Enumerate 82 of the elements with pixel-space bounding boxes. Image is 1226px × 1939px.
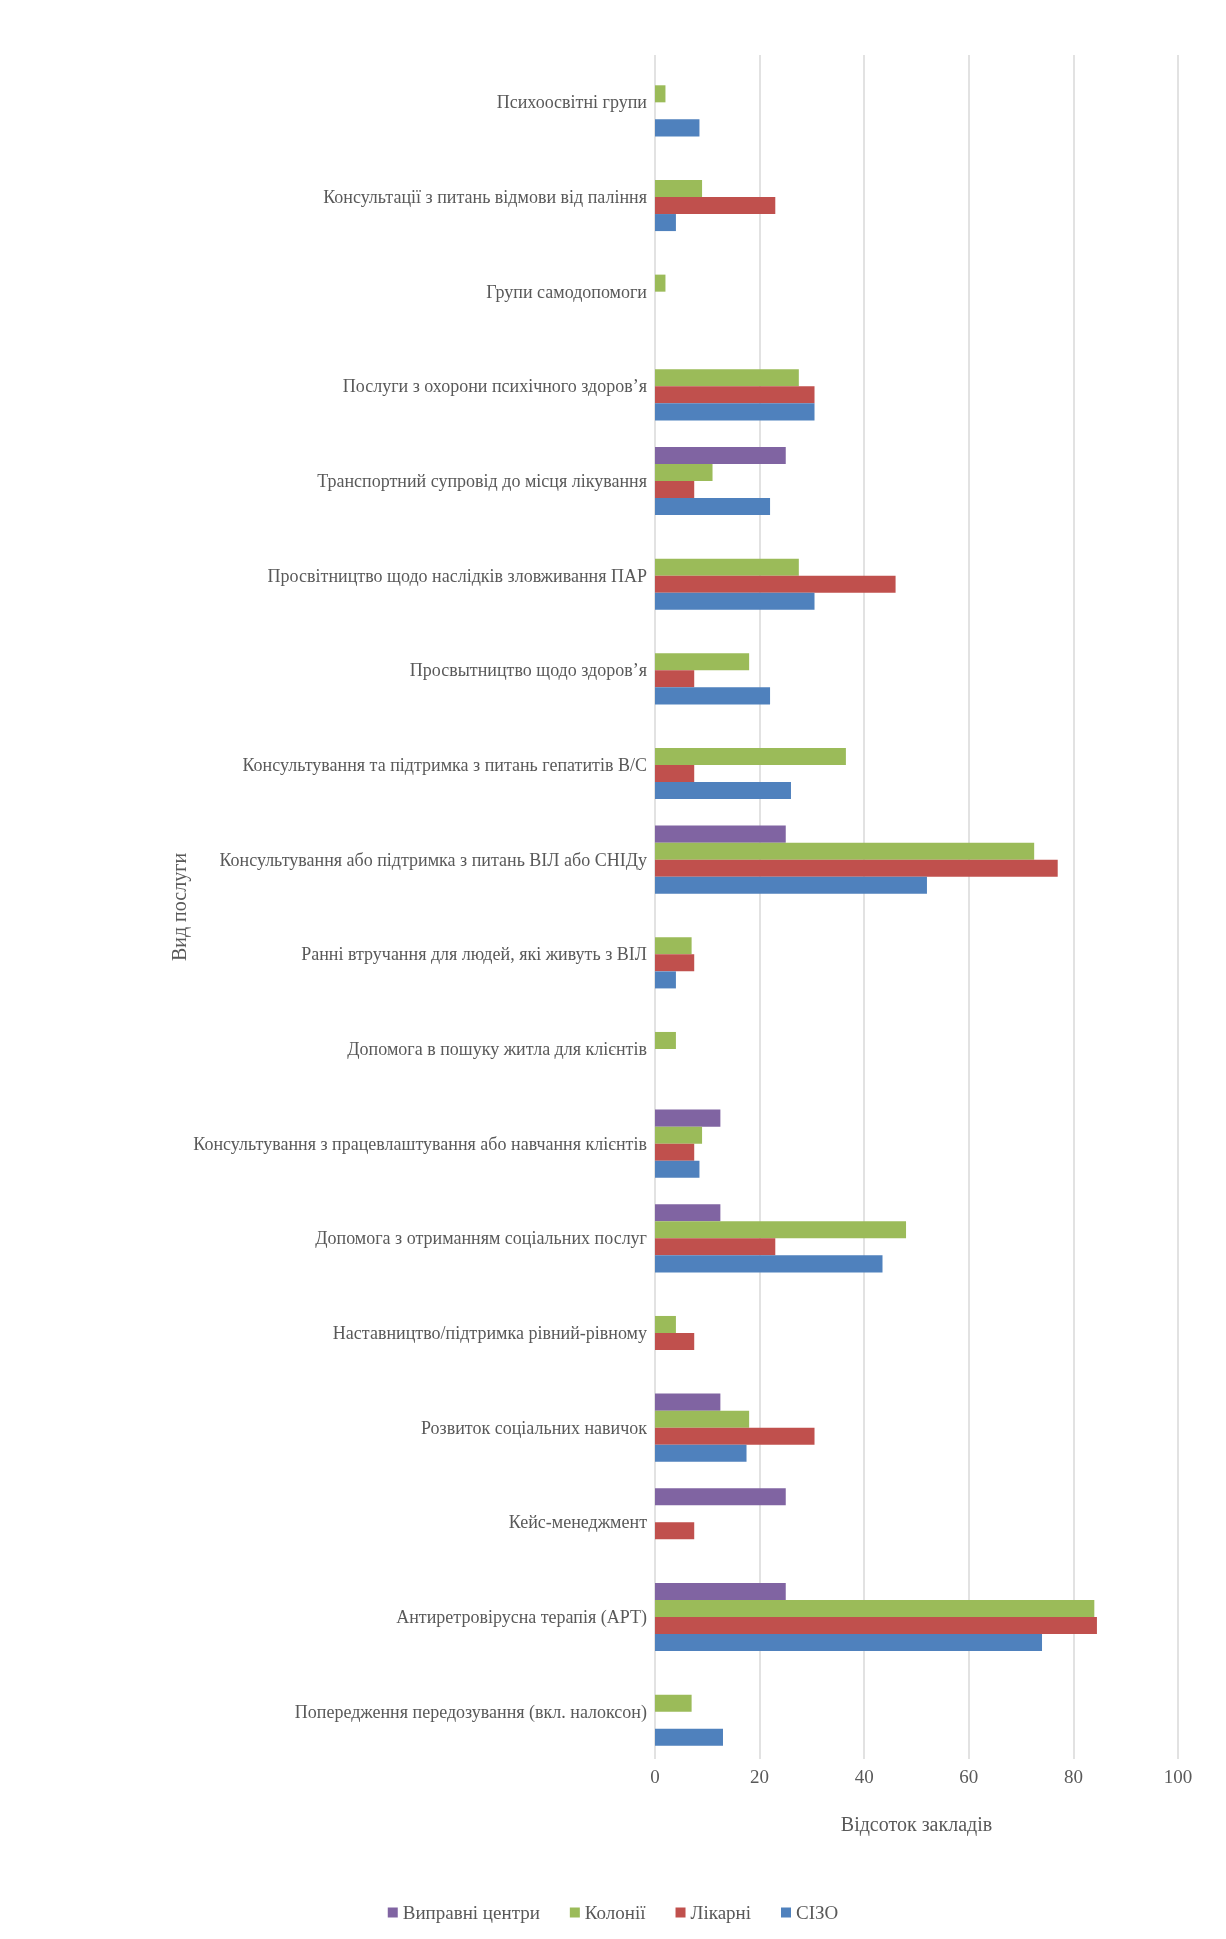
bar [655,197,776,215]
bar [655,369,799,387]
x-tick-label: 0 [650,1766,660,1787]
bar [655,214,676,232]
bar [655,558,799,576]
y-tick-label: Групи самодопомоги [486,281,648,302]
y-tick-label: Розвиток соціальних навичок [421,1417,648,1438]
bar [655,1444,747,1462]
legend-label: Лікарні [690,1902,752,1923]
y-tick-label: Послуги з охорони психічного здоров’я [342,376,647,397]
bar [655,1126,703,1144]
bar [655,1617,1097,1635]
bar [655,825,786,843]
x-tick-label: 60 [959,1766,979,1787]
bar [655,1694,692,1712]
bar [655,842,1035,860]
bar [655,1427,815,1445]
bar [655,1255,883,1273]
y-tick-label: Попередження передозування (вкл. налоксон) [294,1701,647,1723]
bar [655,765,695,783]
bar [655,1634,1043,1652]
bar [655,971,676,989]
y-tick-label: Наставництво/підтримка рівний-рівному [332,1323,647,1343]
bar [655,1582,786,1600]
bar [655,954,695,972]
y-tick-label: Консультації з питань відмови від паління [323,187,647,207]
bar [655,1488,786,1506]
x-axis-title: Відсоток закладів [840,1813,993,1836]
y-tick-label: Транспортний супровід до місця лікування [317,471,647,491]
bar [655,274,666,292]
bar [655,1160,700,1178]
bar [655,463,713,481]
bar [655,1031,676,1049]
bar [655,1333,695,1351]
x-tick-label: 100 [1163,1766,1193,1787]
y-tick-label: Консультування з працевлаштування або навчання клієнтів [193,1133,647,1154]
bar [655,403,815,421]
y-tick-label: Просвітництво щодо наслідків зловживання ПАР [267,565,647,586]
bar [655,592,815,610]
bar [655,85,666,103]
y-tick-label: Просвытництво щодо здоров’я [409,660,647,681]
bar [655,1393,721,1411]
legend-label: Виправні центри [402,1902,540,1923]
y-tick-label: Консультування та підтримка з питань гепатитів В/С [242,755,647,775]
bar [655,481,695,499]
bar [655,937,692,955]
bar [655,498,771,516]
bar [655,1410,750,1428]
x-tick-label: 80 [1063,1766,1083,1787]
y-axis-title: Вид послуги [168,852,192,962]
y-tick-label: Кейс-менеджмент [508,1512,648,1533]
y-tick-label: Допомога в пошуку житла для клієнтів [347,1039,647,1059]
legend-label: Колонії [584,1902,647,1923]
legend-label: СІЗО [796,1902,839,1923]
bar [655,575,896,593]
bar [655,1221,907,1239]
bar [655,1728,723,1746]
bar [655,386,815,404]
bar [655,859,1058,877]
bar [655,446,786,464]
y-tick-label: Психоосвітні групи [496,92,648,113]
bar [655,653,750,671]
bar [655,1238,776,1256]
y-tick-label: Консультування або підтримка з питань ВІЛ або СНІДу [219,849,647,870]
bar [655,179,703,197]
bar [655,1315,676,1333]
bar [655,1599,1095,1617]
bar [655,1143,695,1161]
bar [655,687,771,705]
bar [655,1204,721,1222]
bar [655,1109,721,1127]
x-tick-label: 20 [750,1766,770,1787]
y-tick-label: Допомога з отриманням соціальних послуг [315,1228,647,1249]
bar [655,119,700,137]
x-tick-label: 40 [854,1766,874,1787]
bar [655,747,846,765]
bar [655,876,927,894]
y-tick-label: Ранні втручання для людей, які живуть з ВІЛ [301,944,647,965]
bar [655,670,695,688]
y-tick-label: Антиретровірусна терапія (АРТ) [396,1607,647,1628]
bar [655,1522,695,1540]
bar [655,782,791,800]
